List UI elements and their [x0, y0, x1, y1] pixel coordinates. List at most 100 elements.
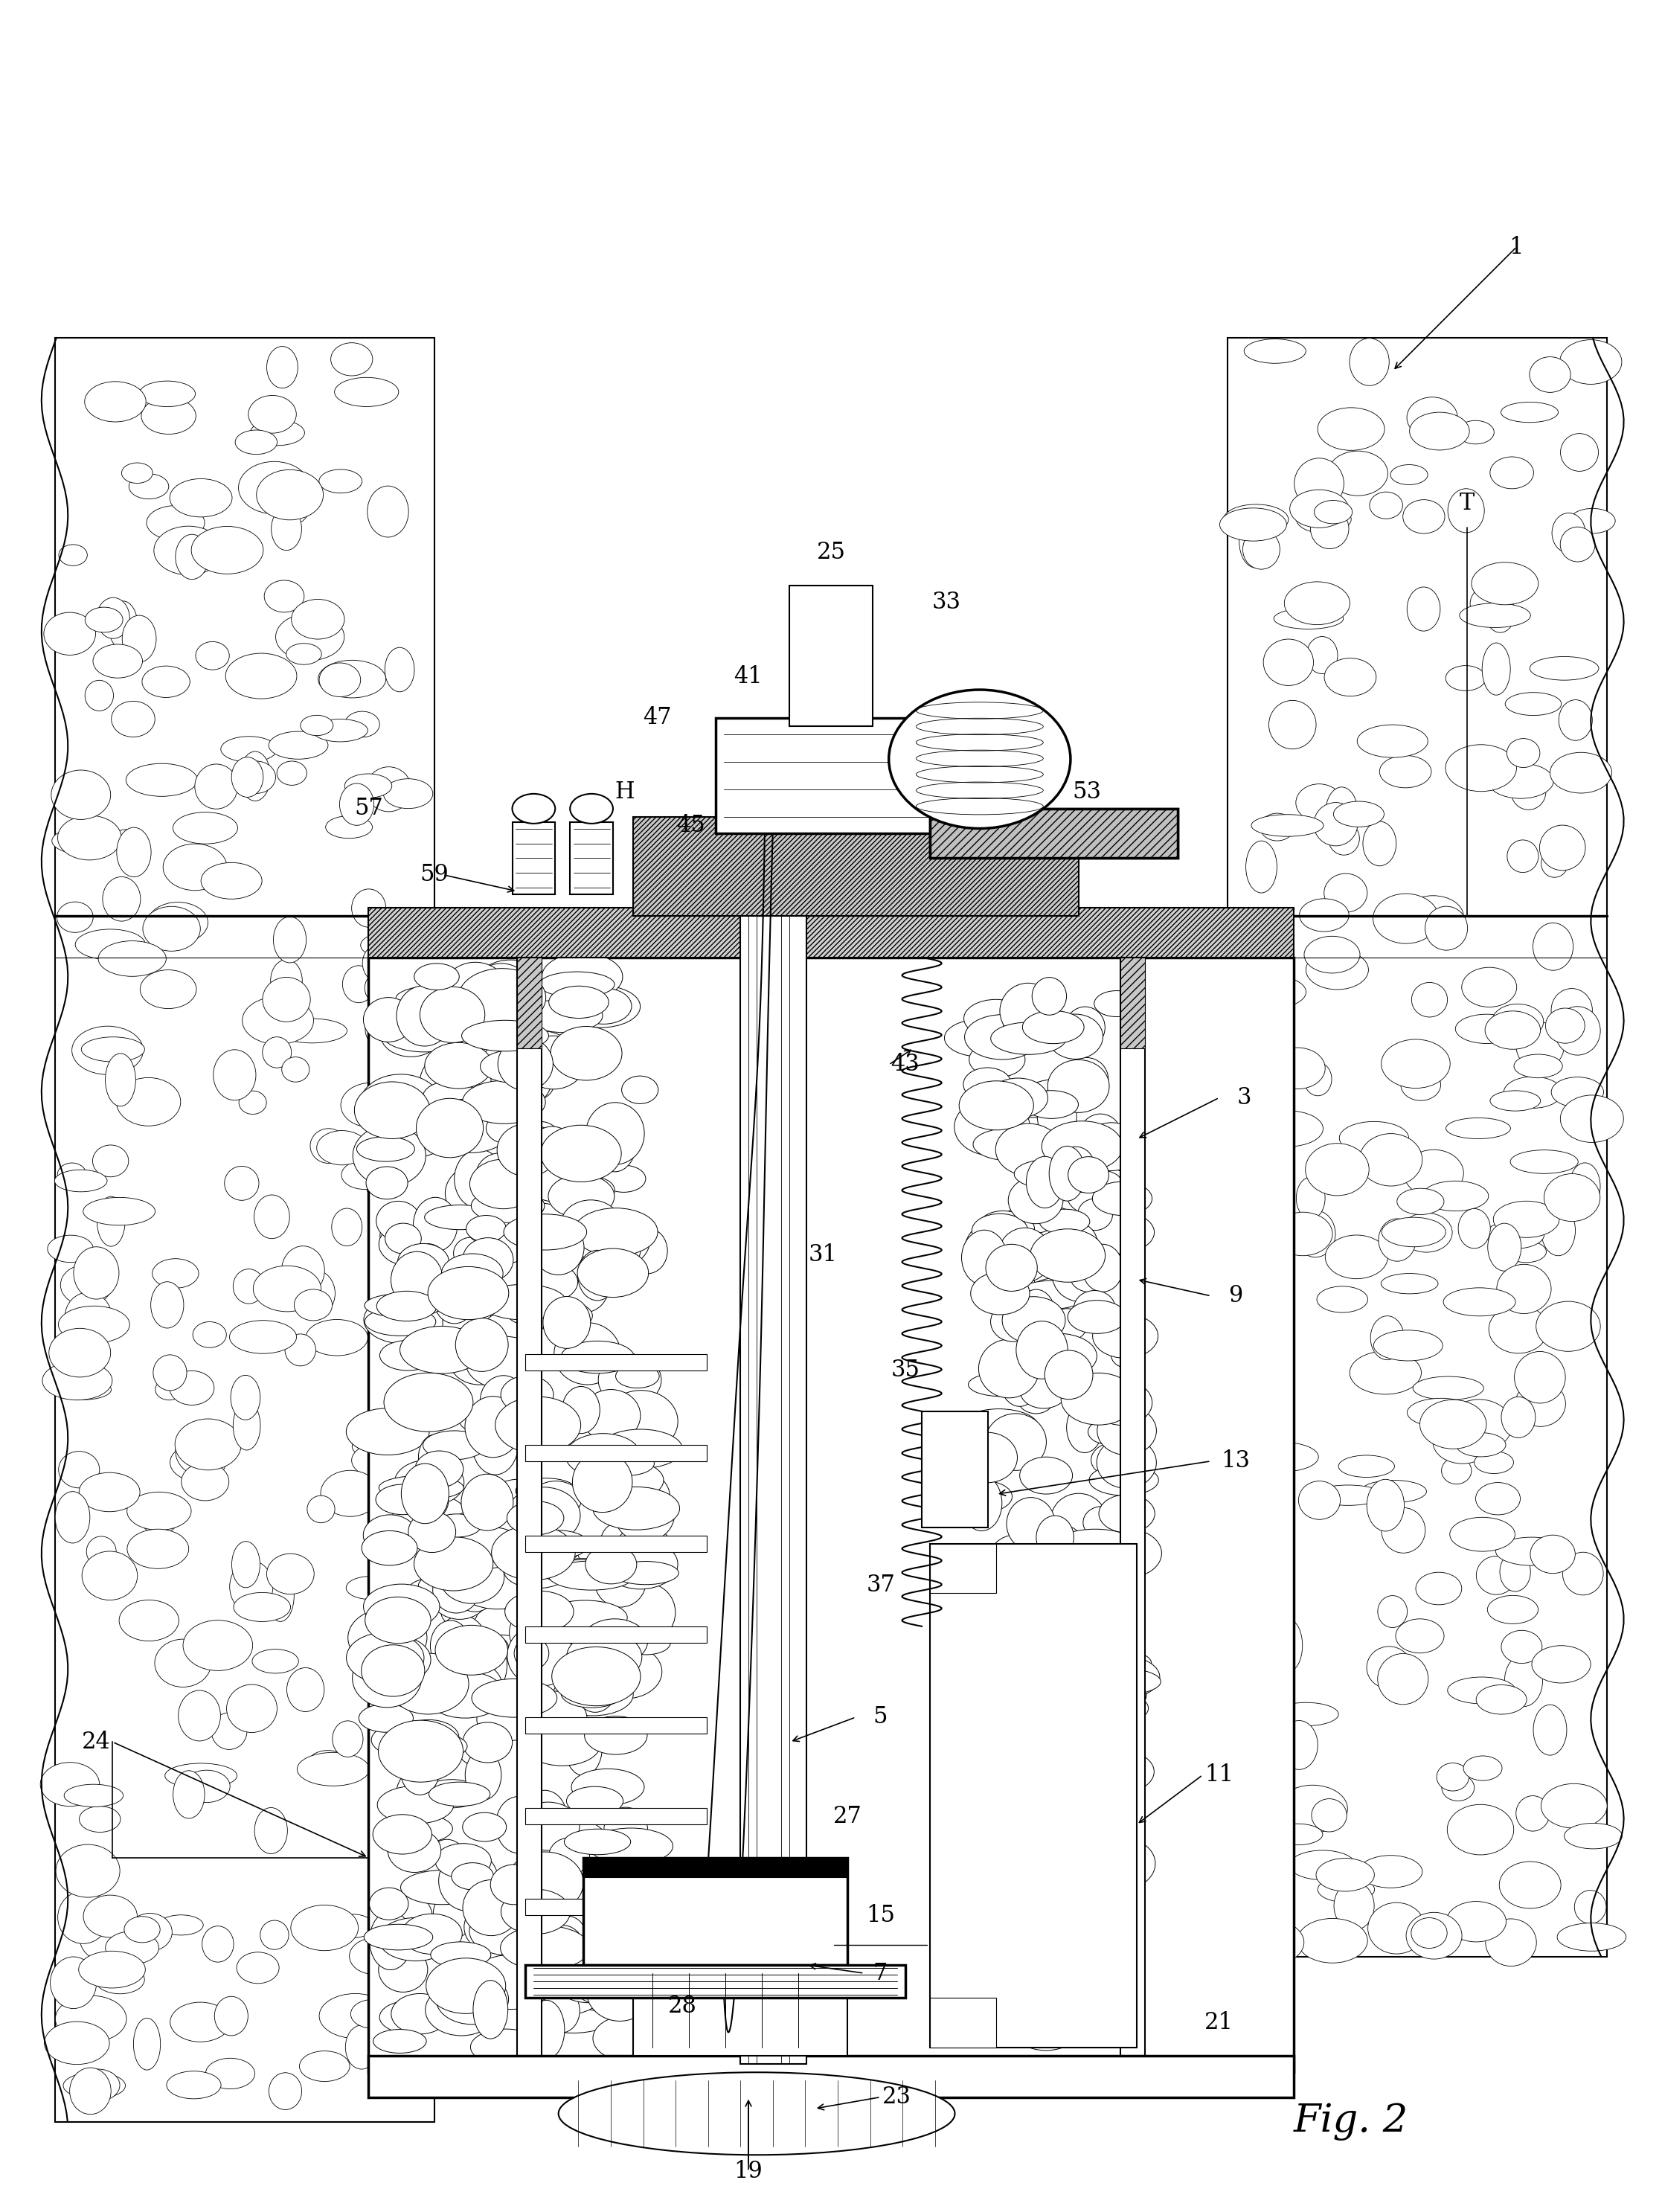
- Ellipse shape: [1511, 774, 1546, 810]
- Ellipse shape: [1280, 1721, 1318, 1770]
- Ellipse shape: [1361, 1480, 1426, 1502]
- Ellipse shape: [95, 1966, 145, 1993]
- Ellipse shape: [155, 526, 223, 575]
- Ellipse shape: [1486, 1011, 1541, 1048]
- Ellipse shape: [397, 1243, 449, 1281]
- Ellipse shape: [454, 1526, 520, 1557]
- Ellipse shape: [414, 1482, 449, 1520]
- Ellipse shape: [1057, 1528, 1133, 1557]
- Ellipse shape: [141, 398, 196, 434]
- Bar: [570, 823, 613, 894]
- Ellipse shape: [108, 602, 138, 650]
- Ellipse shape: [362, 940, 412, 987]
- Ellipse shape: [964, 1223, 1010, 1281]
- Ellipse shape: [1446, 1400, 1512, 1451]
- Ellipse shape: [979, 1338, 1039, 1398]
- Ellipse shape: [490, 1865, 537, 1905]
- Ellipse shape: [1027, 1931, 1092, 1991]
- Ellipse shape: [331, 343, 372, 376]
- Ellipse shape: [312, 719, 367, 741]
- Ellipse shape: [543, 1559, 632, 1586]
- Ellipse shape: [1569, 1164, 1601, 1210]
- Ellipse shape: [133, 2017, 161, 2070]
- Ellipse shape: [419, 1053, 472, 1115]
- Ellipse shape: [1494, 1201, 1559, 1237]
- Ellipse shape: [1044, 1168, 1120, 1192]
- Ellipse shape: [1298, 1482, 1340, 1520]
- Ellipse shape: [613, 1907, 680, 1938]
- Ellipse shape: [439, 1551, 504, 1604]
- Ellipse shape: [575, 1177, 615, 1203]
- Ellipse shape: [469, 1121, 557, 1161]
- Ellipse shape: [231, 1376, 261, 1420]
- Ellipse shape: [387, 1396, 424, 1438]
- Ellipse shape: [1009, 1177, 1064, 1223]
- Ellipse shape: [317, 659, 386, 697]
- Ellipse shape: [369, 1887, 409, 1920]
- Ellipse shape: [1067, 1402, 1102, 1453]
- Ellipse shape: [1089, 1464, 1158, 1495]
- Ellipse shape: [1047, 1060, 1109, 1113]
- Ellipse shape: [987, 1681, 1029, 1736]
- Ellipse shape: [477, 1699, 538, 1741]
- Ellipse shape: [1476, 1482, 1521, 1515]
- Ellipse shape: [352, 1126, 425, 1186]
- Ellipse shape: [392, 1495, 464, 1526]
- Ellipse shape: [170, 1444, 226, 1482]
- Ellipse shape: [553, 1674, 633, 1717]
- Ellipse shape: [542, 1989, 580, 2033]
- Ellipse shape: [163, 843, 228, 891]
- Ellipse shape: [1501, 1396, 1536, 1438]
- Ellipse shape: [1486, 1221, 1544, 1250]
- Ellipse shape: [1551, 752, 1612, 794]
- Ellipse shape: [462, 1880, 520, 1936]
- Ellipse shape: [430, 1942, 490, 1969]
- Ellipse shape: [377, 1785, 454, 1825]
- Bar: [931, 1544, 1137, 2048]
- Text: 33: 33: [932, 591, 961, 613]
- Ellipse shape: [962, 1230, 1007, 1285]
- Ellipse shape: [1080, 1115, 1122, 1157]
- Ellipse shape: [81, 1551, 138, 1599]
- Ellipse shape: [1569, 509, 1615, 533]
- Ellipse shape: [52, 827, 120, 854]
- Ellipse shape: [562, 1679, 622, 1708]
- Ellipse shape: [474, 1980, 509, 2039]
- Ellipse shape: [435, 1843, 492, 1878]
- Bar: [1120, 958, 1145, 2055]
- Ellipse shape: [1340, 1121, 1409, 1155]
- Ellipse shape: [238, 462, 311, 513]
- Ellipse shape: [233, 1402, 261, 1451]
- Ellipse shape: [515, 1170, 580, 1210]
- Ellipse shape: [1001, 982, 1057, 1040]
- Ellipse shape: [979, 1210, 1027, 1241]
- Ellipse shape: [454, 1150, 504, 1208]
- Ellipse shape: [1079, 1836, 1155, 1891]
- Bar: [633, 1964, 848, 2055]
- Ellipse shape: [464, 1635, 534, 1659]
- Ellipse shape: [540, 1820, 610, 1874]
- Ellipse shape: [465, 1336, 542, 1389]
- Ellipse shape: [1514, 1352, 1566, 1402]
- Ellipse shape: [1516, 1022, 1564, 1071]
- Ellipse shape: [1471, 562, 1539, 604]
- Text: 27: 27: [833, 1805, 863, 1827]
- Ellipse shape: [1039, 1905, 1087, 1955]
- Ellipse shape: [445, 1161, 522, 1225]
- Ellipse shape: [470, 2028, 542, 2066]
- Ellipse shape: [1232, 1741, 1296, 1774]
- Ellipse shape: [416, 1451, 464, 1486]
- Ellipse shape: [464, 1902, 515, 1951]
- Ellipse shape: [1263, 639, 1313, 686]
- Ellipse shape: [364, 967, 417, 1009]
- Ellipse shape: [425, 1984, 497, 2035]
- Ellipse shape: [389, 987, 427, 1035]
- Ellipse shape: [1401, 1068, 1441, 1102]
- Ellipse shape: [618, 1584, 675, 1641]
- Ellipse shape: [1559, 341, 1622, 385]
- Ellipse shape: [369, 1747, 424, 1796]
- Text: 24: 24: [81, 1730, 110, 1754]
- Ellipse shape: [55, 1995, 126, 2042]
- Ellipse shape: [593, 2015, 663, 2062]
- Ellipse shape: [1052, 1248, 1109, 1301]
